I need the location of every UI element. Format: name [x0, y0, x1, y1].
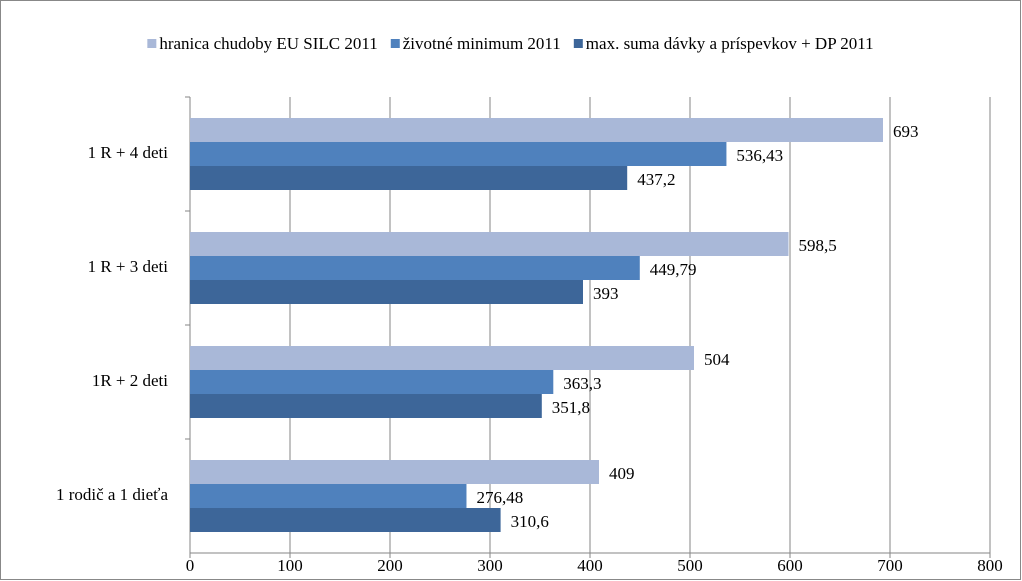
y-tick-label: 1R + 2 deti [92, 371, 168, 390]
data-label: 504 [704, 350, 730, 369]
data-label: 276,48 [476, 488, 523, 507]
data-label: 437,2 [637, 170, 675, 189]
x-tick-label: 700 [877, 556, 903, 575]
x-tick-label: 100 [277, 556, 303, 575]
data-label: 693 [893, 122, 919, 141]
data-label: 363,3 [563, 374, 601, 393]
bar [190, 142, 727, 166]
x-tick-label: 500 [677, 556, 703, 575]
bar [190, 232, 789, 256]
legend-swatch [390, 39, 400, 48]
x-tick-label: 200 [377, 556, 403, 575]
x-tick-label: 300 [477, 556, 503, 575]
bar [190, 346, 694, 370]
bar [190, 118, 883, 142]
data-label: 536,43 [736, 146, 783, 165]
y-tick-label: 1 rodič a 1 dieťa [56, 485, 169, 504]
x-tick-label: 600 [777, 556, 803, 575]
legend-swatch [147, 39, 157, 48]
bar [190, 256, 640, 280]
data-label: 449,79 [650, 260, 697, 279]
bar [190, 508, 501, 532]
x-tick-label: 800 [977, 556, 1003, 575]
legend-swatch [573, 39, 583, 48]
legend-label: max. suma dávky a príspevkov + DP 2011 [586, 34, 874, 53]
x-tick-label: 0 [186, 556, 195, 575]
data-label: 393 [593, 284, 619, 303]
bar [190, 370, 554, 394]
bar [190, 460, 599, 484]
bar [190, 394, 542, 418]
data-label: 598,5 [799, 236, 837, 255]
data-label: 409 [609, 464, 635, 483]
legend-label: životné minimum 2011 [403, 34, 561, 53]
bar [190, 166, 628, 190]
data-label: 310,6 [511, 512, 549, 531]
bar [190, 484, 467, 508]
x-tick-label: 400 [577, 556, 603, 575]
legend-label: hranica chudoby EU SILC 2011 [159, 34, 377, 53]
y-tick-label: 1 R + 4 deti [88, 143, 169, 162]
bar [190, 280, 583, 304]
y-tick-label: 1 R + 3 deti [88, 257, 169, 276]
data-label: 351,8 [552, 398, 590, 417]
